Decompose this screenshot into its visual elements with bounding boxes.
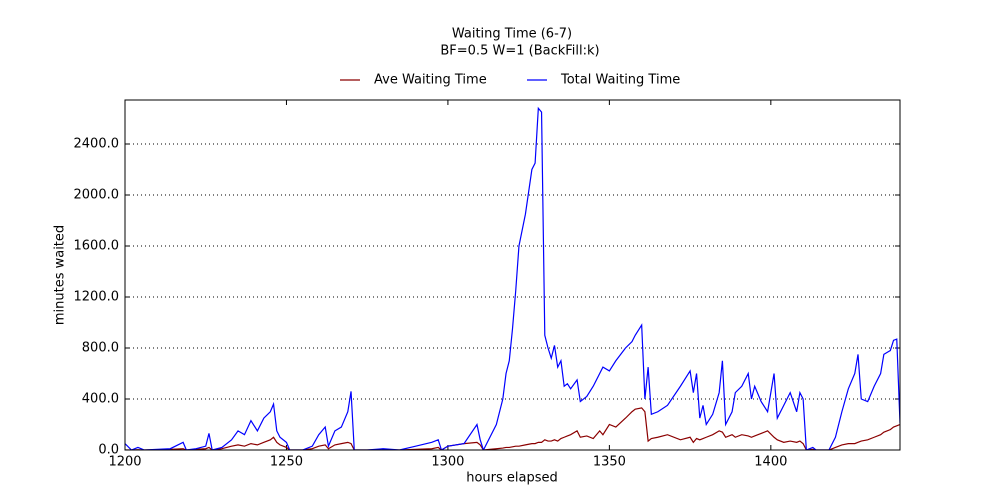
y-tick-label: 400.0 <box>82 391 119 406</box>
y-tick-label: 800.0 <box>82 340 119 355</box>
legend-label: Ave Waiting Time <box>374 73 487 88</box>
y-tick-label: 0.0 <box>98 443 119 458</box>
y-axis-label: minutes waited <box>53 225 68 325</box>
y-tick-label: 2400.0 <box>74 136 120 151</box>
y-tick-label: 1200.0 <box>74 289 120 304</box>
x-tick-label: 1350 <box>593 455 626 470</box>
legend-label: Total Waiting Time <box>560 73 680 88</box>
data-line <box>125 106 900 450</box>
y-tick-label: 2000.0 <box>74 187 120 202</box>
chart-subtitle: BF=0.5 W=1 (BackFill:k) <box>440 44 599 59</box>
x-axis-label: hours elapsed <box>466 471 558 486</box>
x-tick-label: 1200 <box>108 455 141 470</box>
x-tick-label: 1300 <box>431 455 464 470</box>
data-line <box>125 407 900 450</box>
plot-frame <box>124 99 901 451</box>
x-tick-label: 1400 <box>754 455 787 470</box>
chart-title: Waiting Time (6-7) <box>452 27 572 42</box>
x-tick-label: 1250 <box>270 455 303 470</box>
y-tick-label: 1600.0 <box>74 238 120 253</box>
